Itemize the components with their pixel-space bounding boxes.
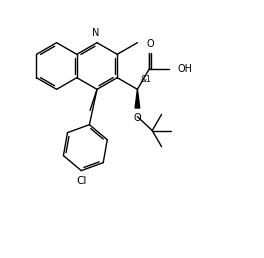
Text: &1: &1 bbox=[141, 75, 152, 84]
Text: OH: OH bbox=[177, 64, 192, 74]
Text: O: O bbox=[134, 113, 141, 123]
Text: Cl: Cl bbox=[76, 176, 87, 186]
Text: N: N bbox=[92, 28, 100, 38]
Polygon shape bbox=[135, 89, 140, 108]
Text: O: O bbox=[147, 39, 154, 49]
